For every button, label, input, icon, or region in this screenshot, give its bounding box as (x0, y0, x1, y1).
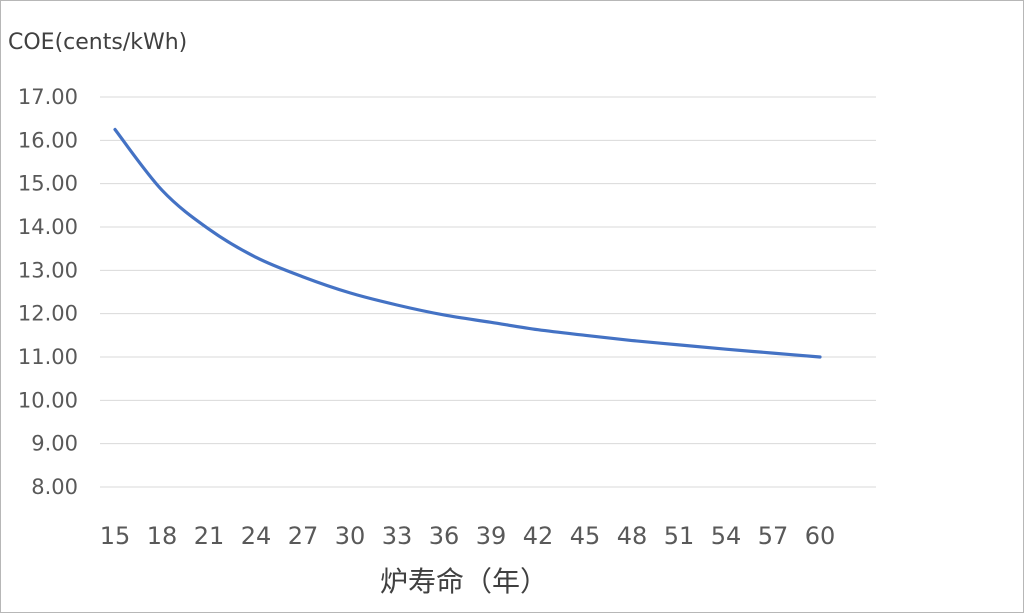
x-axis-label: 炉寿命（年） (380, 565, 549, 598)
y-tick-label: 9.00 (31, 432, 78, 456)
series-line (113, 127, 822, 359)
x-tick-label: 57 (758, 522, 789, 550)
x-tick-label: 51 (664, 522, 695, 550)
y-tick-label: 13.00 (18, 258, 78, 282)
y-tick-label: 11.00 (18, 345, 78, 369)
x-tick-labels: 15 18 21 24 27 30 33 36 39 42 45 48 51 54 57 60 (100, 522, 836, 550)
gridlines (100, 96, 876, 488)
x-tick-label: 30 (335, 522, 366, 550)
y-tick-label: 12.00 (18, 302, 78, 326)
x-tick-label: 36 (429, 522, 460, 550)
y-axis-label: COE(cents/kWh) (8, 30, 188, 55)
x-tick-label: 48 (617, 522, 648, 550)
y-tick-label: 17.00 (18, 85, 78, 109)
x-tick-label: 21 (194, 522, 225, 550)
y-tick-label: 8.00 (31, 475, 78, 499)
y-tick-label: 15.00 (18, 172, 78, 196)
x-tick-label: 27 (288, 522, 319, 550)
x-tick-label: 15 (100, 522, 131, 550)
series-group (113, 127, 822, 359)
x-tick-label: 54 (711, 522, 742, 550)
y-tick-label: 10.00 (18, 388, 78, 412)
x-tick-label: 45 (570, 522, 601, 550)
y-tick-label: 16.00 (18, 128, 78, 152)
y-tick-label: 14.00 (18, 215, 78, 239)
x-tick-label: 24 (241, 522, 272, 550)
x-tick-label: 33 (382, 522, 413, 550)
x-tick-label: 39 (476, 522, 507, 550)
x-tick-label: 18 (147, 522, 178, 550)
x-tick-label: 42 (523, 522, 554, 550)
y-tick-labels: 8.00 9.00 10.00 11.00 12.00 13.00 14.00 15.00 16… (18, 85, 78, 499)
x-tick-label: 60 (805, 522, 836, 550)
